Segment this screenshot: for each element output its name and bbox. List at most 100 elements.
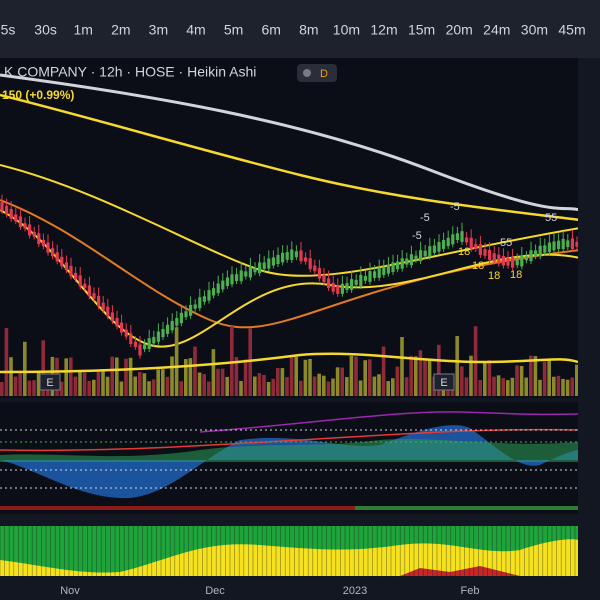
- interval-button[interactable]: 5s: [1, 22, 16, 38]
- candle: [511, 257, 515, 268]
- volume-bar: [133, 376, 137, 396]
- volume-bar: [161, 369, 165, 396]
- interval-button[interactable]: 4m: [186, 22, 205, 38]
- volume-bar: [23, 341, 27, 396]
- candle: [212, 288, 216, 296]
- candle: [179, 312, 183, 324]
- interval-button[interactable]: 20m: [446, 22, 473, 38]
- interval-button[interactable]: 5m: [224, 22, 243, 38]
- volume-bar: [147, 381, 151, 396]
- volume-bar: [36, 370, 41, 396]
- candle: [419, 250, 423, 262]
- volume-bar: [105, 376, 110, 396]
- event: E: [46, 377, 53, 389]
- interval-button[interactable]: 30s: [34, 22, 57, 38]
- interval-button[interactable]: 8m: [299, 22, 318, 38]
- candle: [0, 202, 4, 211]
- volume-bar: [340, 367, 344, 396]
- volume-bar: [202, 374, 206, 396]
- interval-button[interactable]: 30m: [521, 22, 548, 38]
- interval-button[interactable]: 2m: [111, 22, 130, 38]
- candle: [83, 283, 87, 288]
- volume-bar: [303, 359, 308, 396]
- signal: 55: [500, 237, 512, 249]
- candle: [543, 245, 547, 253]
- signal: 55: [545, 212, 557, 224]
- volume-bar: [271, 378, 275, 396]
- candle: [120, 322, 124, 333]
- state-bar-red: [0, 506, 355, 510]
- event-box: [39, 373, 61, 391]
- signal: -5: [450, 201, 460, 213]
- interval-button[interactable]: 1m: [73, 22, 92, 38]
- candle: [386, 264, 390, 274]
- candle: [446, 237, 450, 247]
- interval-button[interactable]: 3m: [149, 22, 168, 38]
- volume-bar: [216, 368, 220, 396]
- candle: [225, 277, 229, 286]
- volume-bar: [0, 382, 4, 396]
- badge-box: [297, 64, 337, 82]
- candle: [391, 262, 395, 272]
- candle: [354, 279, 358, 285]
- volume-bar: [211, 349, 216, 396]
- candle: [469, 237, 473, 249]
- candle: [253, 267, 257, 273]
- volume-bar: [96, 370, 101, 396]
- volume-bar: [156, 369, 160, 396]
- candle: [51, 248, 55, 257]
- volume-bar: [331, 378, 335, 396]
- candle: [322, 274, 326, 283]
- volume-bar: [381, 346, 386, 396]
- volume-bar: [170, 356, 174, 396]
- interval-button[interactable]: 6m: [261, 22, 280, 38]
- volume-bar: [377, 374, 381, 396]
- candle: [547, 242, 551, 253]
- candle: [294, 251, 298, 258]
- volume-bar: [239, 381, 243, 396]
- candle: [258, 262, 262, 274]
- interval-button[interactable]: 24m: [483, 22, 510, 38]
- volume-bar: [207, 381, 211, 396]
- candle: [478, 244, 482, 255]
- volume-bar: [253, 376, 257, 396]
- candle: [460, 231, 464, 242]
- volume-bar: [524, 377, 528, 396]
- volume-bar: [542, 361, 547, 396]
- interval-button[interactable]: 45m: [558, 22, 585, 38]
- candle: [396, 261, 400, 270]
- price-pane: [0, 58, 600, 398]
- volume-bar: [492, 376, 496, 396]
- candle: [110, 312, 114, 322]
- volume-bar: [538, 379, 542, 396]
- candle: [488, 249, 492, 261]
- candle: [515, 259, 519, 266]
- candle: [340, 283, 344, 294]
- interval-button[interactable]: 15m: [408, 22, 435, 38]
- candle: [37, 233, 41, 245]
- candle: [202, 296, 206, 302]
- candle: [359, 274, 363, 286]
- volume-bar: [533, 356, 538, 396]
- candle: [529, 250, 533, 262]
- candle: [248, 266, 252, 278]
- candle: [281, 252, 285, 263]
- candles: [0, 194, 579, 359]
- volume-bar: [308, 358, 312, 396]
- candle: [198, 297, 202, 309]
- candle: [69, 265, 73, 277]
- legend-change: 150 (+0.99%): [2, 88, 74, 102]
- badge: D: [320, 68, 328, 80]
- time-label: Nov: [60, 585, 80, 597]
- interval-button[interactable]: 12m: [370, 22, 397, 38]
- event-box: [433, 373, 455, 391]
- volume-bar: [349, 355, 354, 396]
- candle: [271, 257, 275, 266]
- volume-bar: [276, 368, 280, 396]
- candle: [230, 274, 234, 285]
- interval-button[interactable]: 10m: [333, 22, 360, 38]
- volume-bar: [184, 359, 188, 396]
- osc-red: [0, 428, 579, 452]
- volume-bar: [262, 374, 266, 396]
- candle: [570, 238, 574, 250]
